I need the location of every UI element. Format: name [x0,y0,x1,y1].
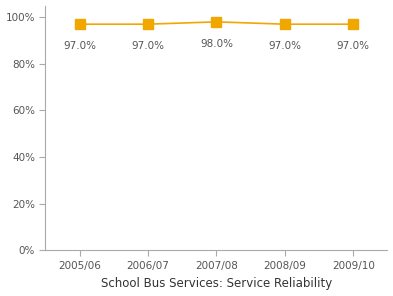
X-axis label: School Bus Services: Service Reliability: School Bus Services: Service Reliability [101,277,332,290]
Text: 97.0%: 97.0% [268,41,301,51]
Text: 97.0%: 97.0% [63,41,96,51]
Text: 97.0%: 97.0% [132,41,165,51]
Text: 97.0%: 97.0% [337,41,370,51]
Text: 98.0%: 98.0% [200,38,233,49]
